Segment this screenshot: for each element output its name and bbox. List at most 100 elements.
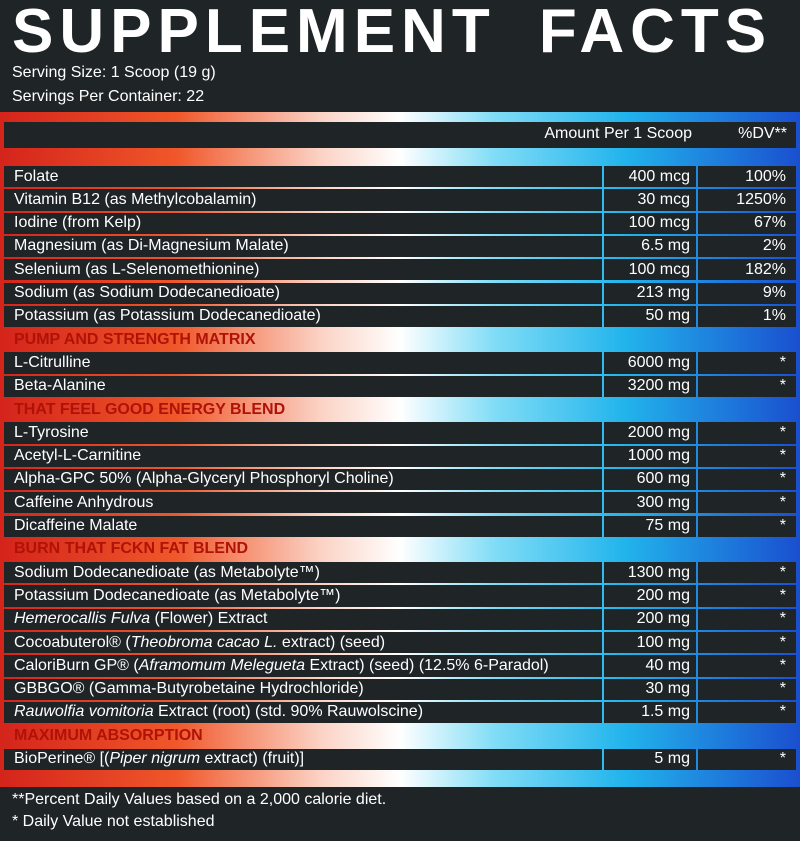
amount: 30 mg [645,680,690,698]
ingredient-name: Beta-Alanine [14,376,106,396]
name-part: Cocoabuterol® ( [14,633,131,651]
name-part: Alpha-GPC 50% (Alpha-Glyceryl Phosphoryl… [14,470,394,488]
name-part: BioPerine® [( [14,750,110,767]
name-part: Vitamin B12 (as Methylcobalamin) [14,190,257,208]
amount: 600 mg [636,470,690,488]
ingredient-name: Alpha-GPC 50% (Alpha-Glyceryl Phosphoryl… [14,469,394,489]
name-part: Potassium Dodecanedioate (as Metabolyte™… [14,586,341,604]
name-part: Extract (root) (std. 90% Rauwolscine) [153,703,424,721]
dv-column-header: %DV** [738,125,787,142]
dv-cell [698,678,796,700]
daily-value: 1% [762,307,786,325]
name-cell [4,352,602,374]
daily-value: 1250% [736,190,786,208]
name-part: Sodium (as Sodium Dodecanedioate) [14,284,280,301]
name-part: Hemerocallis Fulva [14,610,151,628]
amount-cell [604,375,696,397]
amount-cell [604,468,696,491]
amount-cell [604,305,696,328]
ingredient-name: Hemerocallis Fulva (Flower) Extract [14,609,267,629]
amount-cell [604,515,696,537]
name-part: Beta-Alanine [14,377,106,395]
daily-value: * [779,353,786,371]
amount-cell [604,701,696,724]
amount-cell [604,212,696,234]
name-cell [4,375,602,397]
amount-cell [604,585,696,607]
dv-cell [698,515,796,537]
name-part: GBBGO® (Gamma-Butyrobetaine Hydrochlorid… [14,680,364,698]
daily-value: 100% [745,167,786,185]
daily-value: * [779,633,786,651]
header-background [0,0,800,112]
amount-cell [604,748,696,770]
ingredient-name: Acetyl-L-Carnitine [14,446,141,466]
section-heading: MAXIMUM ABSORPTION [14,726,203,744]
name-part: Extract) (seed) (12.5% 6-Paradol) [305,656,549,674]
serving-size: Serving Size: 1 Scoop (19 g) [12,64,216,81]
ingredient-name: Caffeine Anhydrous [14,493,153,513]
amount-cell [604,608,696,630]
name-part: Acetyl-L-Carnitine [14,447,142,465]
dv-cell [698,305,796,328]
name-part: Rauwolfia vomitoria [14,703,154,721]
amount: 75 mg [645,517,690,534]
daily-value: 9% [762,284,786,301]
dv-cell [698,375,796,397]
ingredient-name: Rauwolfia vomitoria Extract (root) (std.… [14,702,423,722]
dv-cell [698,189,796,211]
section-heading: BURN THAT FCKN FAT BLEND [14,540,249,558]
name-cell [4,422,602,444]
footnote: * Daily Value not established [12,813,215,830]
section-heading: THAT FEEL GOOD ENERGY BLEND [14,400,286,418]
name-cell [4,445,602,467]
footnote: **Percent Daily Values based on a 2,000 … [12,791,387,808]
amount-cell [604,655,696,677]
ingredient-name: L-Tyrosine [14,423,89,443]
daily-value: 67% [753,214,786,232]
ingredient-name: Sodium Dodecanedioate (as Metabolyte™) [14,563,320,583]
daily-value: * [779,493,786,511]
column-header-row [4,122,796,148]
ingredient-name: Selenium (as L-Selenomethionine) [14,260,259,280]
daily-value: * [779,423,786,441]
name-part: Aframomum Melegueta [138,656,306,674]
daily-value: * [779,377,786,395]
name-cell [4,515,602,537]
ingredient-name: Vitamin B12 (as Methylcobalamin) [14,190,256,210]
amount: 50 mg [645,307,690,325]
amount: 100 mcg [628,260,690,278]
name-part: L-Citrulline [14,353,91,371]
amount: 1000 mg [627,447,690,465]
name-cell [4,212,602,234]
amount: 200 mg [636,586,690,604]
name-cell [4,701,602,724]
dv-cell [698,632,796,654]
name-cell [4,282,602,304]
ingredient-name: Magnesium (as Di-Magnesium Malate) [14,236,289,256]
ingredient-name: GBBGO® (Gamma-Butyrobetaine Hydrochlorid… [14,679,364,699]
dv-cell [698,445,796,467]
name-cell [4,235,602,258]
name-part: Selenium (as L-Selenomethionine) [14,260,260,278]
dv-cell [698,235,796,258]
name-part: Theobroma cacao L. [130,633,278,651]
amount-cell [604,189,696,211]
ingredient-name: Sodium (as Sodium Dodecanedioate) [14,283,280,303]
dv-cell [698,608,796,630]
amount: 1300 mg [627,563,690,581]
amount-cell [604,259,696,281]
amount: 300 mg [636,493,690,511]
amount: 6000 mg [627,353,690,371]
amount: 6.5 mg [641,237,690,255]
name-part: Folate [14,167,59,185]
name-cell [4,748,602,770]
ingredient-name: CaloriBurn GP® (Aframomum Melegueta Extr… [14,656,549,676]
ingredient-name: Folate [14,167,58,187]
name-part: (Flower) Extract [150,610,268,628]
amount: 1.5 mg [641,703,690,721]
name-cell [4,655,602,677]
daily-value: * [779,586,786,604]
daily-value: * [779,447,786,465]
